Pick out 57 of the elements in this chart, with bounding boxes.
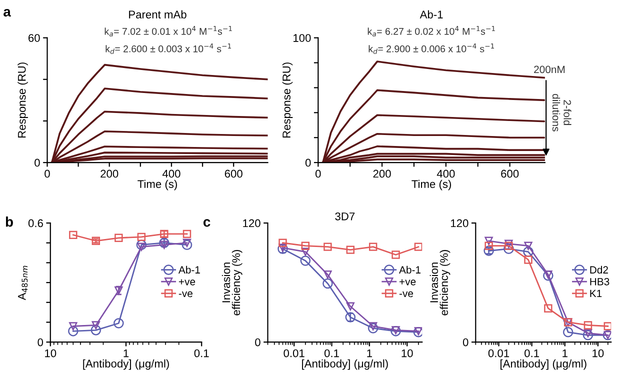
x-tick-label: 0.1: [324, 349, 339, 358]
x-tick-label: 1: [562, 349, 568, 358]
annotation: k$_{d}$= 2.900 ± 0.006 x 10$^{−4}$ s$^{−1}$: [368, 44, 494, 54]
x-axis-title: [Antibody] (μg/ml): [500, 359, 586, 370]
y-axis-title: A$_{485nm}$: [18, 266, 28, 300]
chart-title: 3D7: [335, 212, 355, 220]
legend-label: K1: [590, 290, 602, 298]
text: k$_{a}$= 6.27 ± 0.02 x 10$^{4}$ M$^{−1}$s$^{−1}$: [368, 26, 495, 36]
y-tick-label: 120: [243, 219, 260, 228]
y-axis-title: Invasion efficiency (%): [430, 250, 450, 316]
x-tick-label: 1: [367, 349, 372, 358]
x-tick-label: 600: [224, 170, 242, 178]
legend-label: Ab-1: [399, 266, 421, 274]
text: c: [203, 219, 210, 227]
x-axis-title: Time (s): [412, 180, 452, 190]
x-tick-label: 0.01: [284, 349, 304, 358]
y-tick-label: 120: [451, 219, 468, 228]
y-tick-label: 0: [34, 158, 40, 167]
y-axis-title: Invasion efficiency (%): [222, 250, 242, 316]
x-tick-label: 0.1: [524, 349, 539, 358]
y-tick-label: 0.6: [28, 219, 43, 228]
legend-label: -ve: [399, 291, 414, 298]
annotation: k$_{d}$= 2.600 ± 0.003 x 10$^{−4}$ s$^{−1}$: [106, 44, 231, 54]
text: b: [6, 216, 13, 227]
legend-label: HB3: [590, 278, 610, 286]
legend-label: -ve: [178, 291, 192, 298]
chart-title: Parent mAb: [129, 10, 186, 18]
x-axis-title: Time (s): [138, 180, 177, 190]
text: k$_{a}$= 7.02 ± 0.01 x 10$^{4}$ M$^{−1}$s$^{−1}$: [104, 26, 232, 36]
chart-title: Ab-1: [420, 10, 443, 18]
legend-label: +ve: [400, 279, 416, 286]
legend-label: Ab-1: [178, 266, 200, 274]
legend-label: +ve: [178, 279, 196, 286]
x-tick-label: 10: [592, 349, 604, 358]
text: a: [4, 8, 11, 17]
x-tick-label: 600: [501, 170, 519, 178]
x-tick-label: 10: [402, 349, 413, 358]
x-tick-label: 200: [100, 170, 118, 178]
x-tick-label: 0: [44, 170, 50, 178]
x-tick-label: 10: [45, 349, 56, 358]
legend-label: Dd2: [590, 266, 608, 274]
y-tick-label: 60: [28, 34, 40, 42]
y-tick-label: 0: [38, 338, 44, 346]
x-tick-label: 200: [373, 170, 391, 178]
y-axis-title: Response (RU): [18, 62, 28, 138]
text: 2-fold dilutions: [552, 94, 572, 132]
y-tick-label: 100: [294, 34, 311, 42]
annotation: 200nM: [534, 66, 565, 74]
x-tick-label: 1: [124, 349, 129, 358]
x-axis-title: [Antibody] (μg/ml): [83, 359, 169, 370]
x-axis-title: [Antibody] (μg/ml): [302, 359, 388, 370]
x-tick-label: 0: [315, 170, 321, 178]
x-tick-label: 0.1: [194, 349, 209, 358]
x-tick-label: 0.01: [488, 349, 510, 358]
x-tick-label: 400: [436, 170, 455, 178]
x-tick-label: 400: [162, 170, 180, 178]
y-axis-title: Response (RU): [282, 62, 293, 138]
